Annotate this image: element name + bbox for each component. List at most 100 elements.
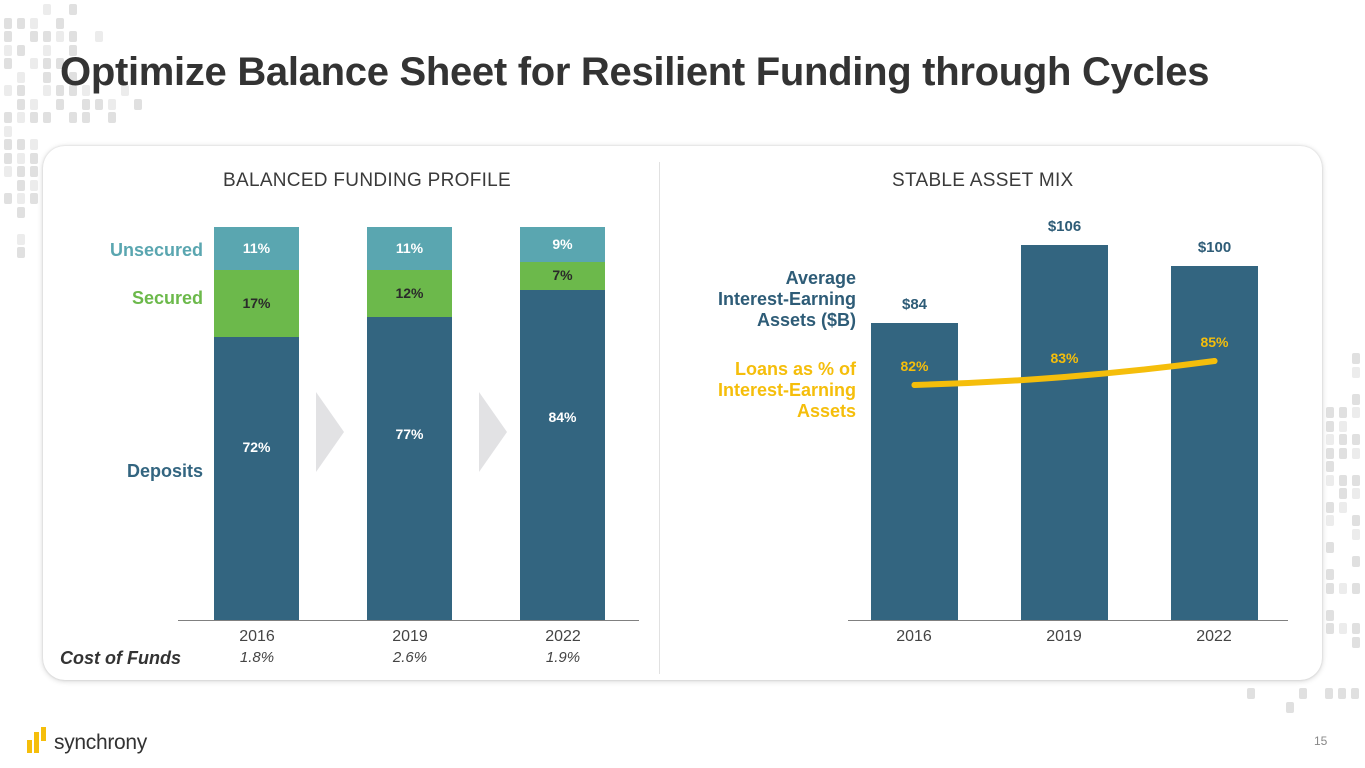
decorative-square <box>1339 582 1347 594</box>
decorative-square <box>4 193 12 204</box>
decorative-square <box>108 112 116 123</box>
asset-bar-value-label: $100 <box>1197 239 1232 257</box>
loans-percent-label: 82% <box>900 358 929 374</box>
decorative-square <box>17 193 25 204</box>
bar-label-deposits: 84% <box>548 408 577 425</box>
bar-label-secured: 17% <box>242 294 271 311</box>
loans-percent-point <box>1211 358 1218 364</box>
decorative-square <box>17 112 25 123</box>
decorative-square <box>1352 407 1360 418</box>
decorative-square <box>1339 488 1347 499</box>
bar-label-deposits: 77% <box>395 426 424 443</box>
chevron-right-icon <box>479 392 507 472</box>
legend-deposits: Deposits <box>126 461 203 481</box>
decorative-square <box>43 31 51 42</box>
decorative-square <box>1325 688 1333 699</box>
decorative-square <box>121 85 129 96</box>
decorative-square <box>1339 407 1347 418</box>
decorative-square <box>4 112 12 123</box>
decorative-square <box>1352 528 1360 540</box>
decorative-square <box>43 44 51 56</box>
asset-x-tick: 2016 <box>896 628 932 645</box>
decorative-square <box>4 58 12 69</box>
decorative-square <box>56 98 64 110</box>
decorative-square <box>43 71 51 83</box>
decorative-square <box>1352 474 1360 486</box>
bar-segment-deposits <box>520 289 605 620</box>
legend-line: Assets ($B) <box>756 310 856 330</box>
decorative-square <box>69 4 77 15</box>
decorative-square <box>17 166 25 177</box>
decorative-square <box>1339 474 1347 486</box>
decorative-square <box>1352 366 1360 378</box>
decorative-square <box>1352 515 1360 526</box>
decorative-square <box>1326 542 1334 553</box>
decorative-square <box>30 179 38 191</box>
decorative-square <box>1339 434 1347 445</box>
funding-x-tick: 2022 <box>545 628 581 645</box>
bar-segment-unsecured <box>214 227 299 271</box>
decorative-square <box>108 98 116 110</box>
cost-of-funds-value: 2.6% <box>392 649 428 666</box>
decorative-square <box>4 85 12 96</box>
decorative-square <box>69 112 77 123</box>
bar-label-unsecured: 11% <box>395 239 424 256</box>
legend-line: Interest-Earning <box>717 289 856 309</box>
decorative-square <box>95 98 103 110</box>
decorative-square <box>56 85 64 96</box>
loans-percent-point <box>1061 374 1068 380</box>
decorative-square <box>17 179 25 191</box>
bar-label-unsecured: 11% <box>242 239 271 256</box>
decorative-square <box>1339 420 1347 432</box>
decorative-square <box>43 58 51 69</box>
decorative-square <box>1326 582 1334 594</box>
loans-percent-label: 85% <box>1200 334 1229 350</box>
decorative-square <box>1352 555 1360 567</box>
decorative-square <box>1326 501 1334 513</box>
brand-name: synchrony <box>54 731 148 754</box>
decorative-square <box>82 85 90 96</box>
decorative-square <box>1352 582 1360 594</box>
decorative-square <box>1352 623 1360 634</box>
legend-line: Loans as % of <box>734 359 856 379</box>
decorative-square <box>4 125 12 137</box>
legend-unsecured: Unsecured <box>109 240 203 260</box>
decorative-square <box>30 112 38 123</box>
decorative-square <box>17 152 25 164</box>
decorative-square <box>1352 393 1360 405</box>
decorative-square <box>30 31 38 42</box>
decorative-square <box>30 98 38 110</box>
bar-segment-secured <box>214 270 299 338</box>
decorative-square <box>95 31 103 42</box>
bar-segment-secured <box>520 262 605 290</box>
funding-chart-title: BALANCED FUNDING PROFILE <box>223 170 512 191</box>
bar-segment-deposits <box>367 317 452 620</box>
decorative-square <box>17 247 25 258</box>
decorative-square <box>30 193 38 204</box>
decorative-square <box>1326 447 1334 459</box>
decorative-square <box>17 85 25 96</box>
decorative-square <box>69 71 77 83</box>
decorative-square <box>30 17 38 29</box>
bar-label-unsecured: 9% <box>552 235 573 252</box>
legend-secured: Secured <box>131 288 203 308</box>
legend-interest-earning-assets: Average Interest-Earning Assets ($B) <box>718 268 856 331</box>
decorative-square <box>1339 447 1347 459</box>
chevron-right-icon <box>316 392 344 472</box>
decorative-square <box>43 4 51 15</box>
decorative-square <box>4 17 12 29</box>
decorative-square <box>17 98 25 110</box>
panel-divider <box>659 162 660 674</box>
decorative-square <box>1299 688 1307 699</box>
decorative-square <box>30 152 38 164</box>
page-number: 15 <box>1314 734 1328 748</box>
decorative-square <box>17 206 25 218</box>
decorative-square <box>1352 434 1360 445</box>
funding-x-tick: 2019 <box>392 628 428 645</box>
decorative-square <box>30 166 38 177</box>
decorative-square <box>1326 515 1334 526</box>
legend-loans-percent: Loans as % of Interest-Earning Assets <box>718 359 856 422</box>
decorative-square <box>4 44 12 56</box>
legend-line: Average <box>785 268 856 288</box>
legend-line: Assets <box>796 401 856 421</box>
